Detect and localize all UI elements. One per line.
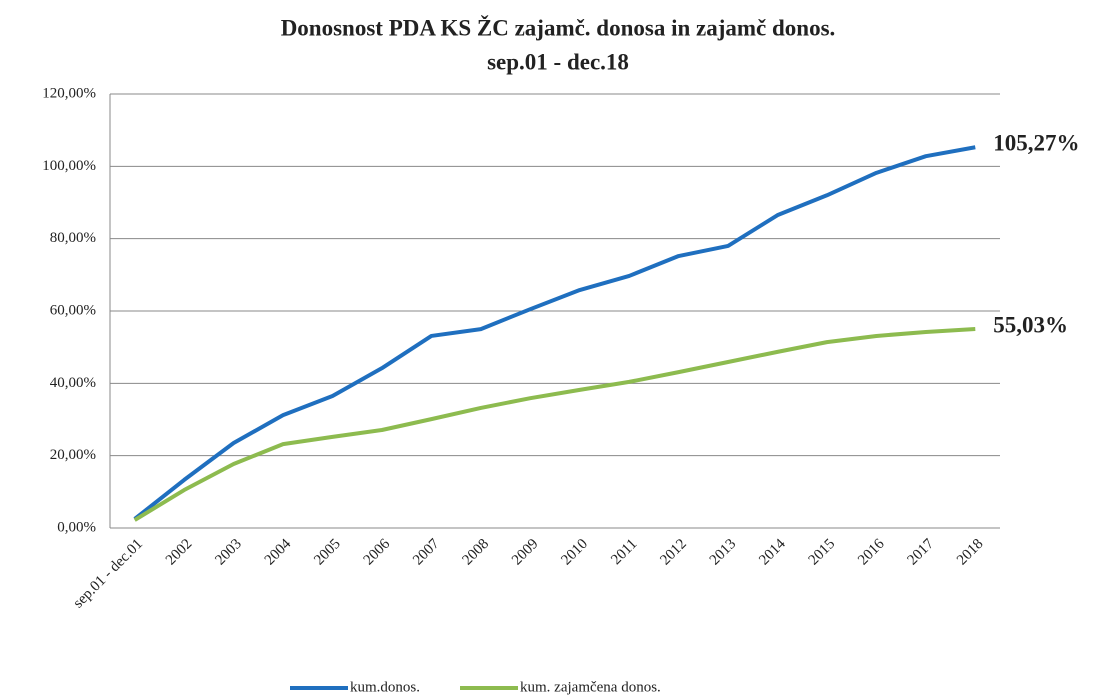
legend-label: kum.donos. [350, 679, 420, 695]
chart-subtitle: sep.01 - dec.18 [487, 49, 629, 74]
x-tick-label: 2002 [163, 536, 196, 569]
x-tick-label: 2003 [212, 536, 245, 569]
y-tick-label: 40,00% [50, 375, 96, 391]
data-label: 55,03% [993, 312, 1068, 337]
x-tick-label: 2017 [905, 536, 938, 569]
data-label: 105,27% [993, 131, 1079, 156]
x-tick-label: 2004 [262, 536, 295, 569]
x-tick-label: 2008 [460, 536, 493, 569]
y-tick-label: 120,00% [42, 85, 96, 101]
y-tick-label: 60,00% [50, 302, 96, 318]
x-tick-label: 2013 [707, 536, 740, 569]
x-tick-label: sep.01 - dec.01 [70, 536, 146, 612]
y-tick-label: 0,00% [57, 519, 96, 535]
line-series [133, 326, 976, 522]
x-tick-label: 2010 [558, 536, 591, 569]
x-tick-label: 2014 [756, 536, 789, 569]
x-tick-label: 2005 [311, 536, 344, 569]
legend-label: kum. zajamčena donos. [520, 679, 661, 695]
x-tick-label: 2012 [657, 536, 690, 569]
x-tick-label: 2006 [361, 536, 394, 569]
line-series [133, 145, 976, 521]
y-tick-label: 20,00% [50, 447, 96, 463]
x-tick-label: 2018 [954, 536, 987, 569]
x-tick-label: 2009 [509, 536, 542, 569]
x-tick-label: 2011 [608, 536, 640, 568]
x-tick-label: 2007 [410, 536, 443, 569]
chart-title: Donosnost PDA KS ŽC zajamč. donosa in za… [281, 14, 836, 40]
y-tick-label: 80,00% [50, 230, 96, 246]
x-tick-label: 2015 [806, 536, 839, 569]
y-tick-label: 100,00% [42, 158, 96, 174]
x-tick-label: 2016 [855, 536, 888, 569]
